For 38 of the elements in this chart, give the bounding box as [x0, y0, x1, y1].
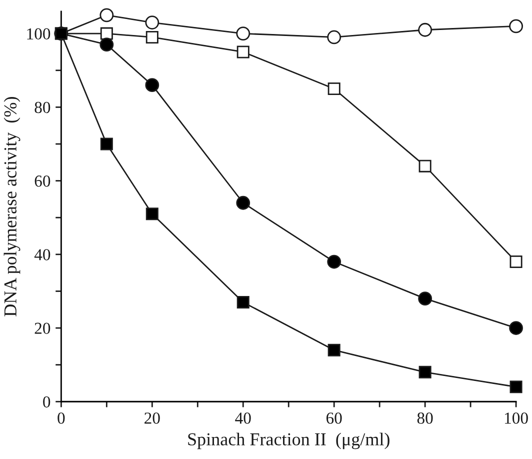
point [328, 82, 340, 96]
x-tick-label: 100 [505, 412, 528, 424]
point [510, 380, 522, 394]
point [509, 321, 523, 335]
point [327, 30, 342, 44]
point [100, 38, 114, 52]
y-tick-label: 60 [34, 175, 50, 187]
point [236, 46, 250, 58]
y-tick-label: 20 [34, 322, 50, 334]
point [236, 296, 250, 308]
point [418, 292, 432, 306]
x-tick-label: 60 [326, 412, 342, 424]
x-tick-label: 20 [144, 412, 160, 424]
point [100, 8, 114, 22]
point [100, 27, 113, 40]
point [509, 19, 523, 34]
y-tick-label: 100 [27, 28, 50, 40]
point [100, 138, 113, 150]
point [327, 254, 342, 269]
point [510, 256, 522, 268]
y-tick-label: 0 [43, 396, 50, 408]
y-axis-title: DNA polymerase activity (%) [4, 97, 20, 316]
x-tick-label: 0 [58, 412, 65, 424]
x-tick-label: 40 [235, 412, 251, 424]
x-tick-label: 80 [417, 412, 433, 424]
point [146, 30, 158, 44]
x-axis-title: Spinach Fraction II (μg/ml) [188, 432, 390, 450]
point [145, 78, 160, 92]
point [236, 26, 250, 41]
point [418, 160, 432, 172]
y-tick-label: 40 [34, 249, 50, 260]
point [236, 196, 250, 210]
point [145, 16, 160, 30]
y-tick-label: 80 [34, 102, 50, 114]
point [146, 208, 158, 220]
point [328, 344, 340, 356]
point [418, 366, 432, 378]
point [418, 22, 432, 37]
